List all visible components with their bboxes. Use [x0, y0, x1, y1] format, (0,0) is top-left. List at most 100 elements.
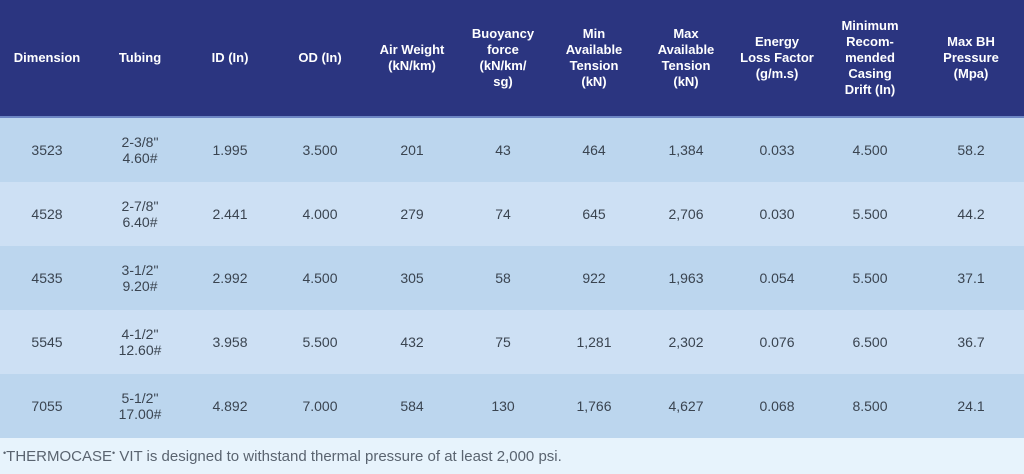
cell-id: 2.992: [186, 246, 274, 310]
cell-casing-drift: 5.500: [822, 246, 918, 310]
cell-air-weight: 305: [366, 246, 458, 310]
header-text: Loss Factor: [740, 50, 814, 65]
cell-casing-drift: 6.500: [822, 310, 918, 374]
cell-max-tension: 1,963: [640, 246, 732, 310]
cell-dimension: 7055: [0, 374, 94, 438]
header-text: Recom-: [846, 34, 894, 49]
tubing-weight: 6.40#: [122, 214, 158, 230]
header-text: (g/m.s): [755, 66, 799, 81]
cell-id: 2.441: [186, 182, 274, 246]
tubing-size: 5-1/2": [121, 390, 159, 406]
cell-od: 5.500: [274, 310, 366, 374]
cell-energy-loss: 0.054: [732, 246, 822, 310]
cell-buoyancy: 75: [458, 310, 548, 374]
cell-id: 1.995: [186, 117, 274, 182]
header-energy-loss: Energy Loss Factor (g/m.s): [732, 0, 822, 118]
footnote: •THERMOCASE• VIT is designed to withstan…: [0, 438, 1024, 472]
cell-air-weight: 584: [366, 374, 458, 438]
tubing-size: 2-3/8": [121, 134, 159, 150]
header-text: Tension: [661, 58, 711, 73]
cell-dimension: 4535: [0, 246, 94, 310]
table-row: 7055 5-1/2" 17.00# 4.892 7.000 584 130 1,…: [0, 374, 1024, 438]
header-text: (kN): [673, 74, 699, 89]
cell-buoyancy: 58: [458, 246, 548, 310]
header-text: Max BH: [947, 34, 995, 49]
table-row: 3523 2-3/8" 4.60# 1.995 3.500 201 43 464 …: [0, 117, 1024, 182]
cell-min-tension: 1,766: [548, 374, 640, 438]
header-od: OD (In): [274, 0, 366, 118]
cell-dimension: 5545: [0, 310, 94, 374]
table-row: 4535 3-1/2" 9.20# 2.992 4.500 305 58 922 …: [0, 246, 1024, 310]
header-text: force: [487, 42, 519, 57]
header-text: sg): [493, 74, 513, 89]
trademark-mark: •: [112, 448, 116, 458]
cell-max-tension: 2,302: [640, 310, 732, 374]
header-text: (Mpa): [953, 66, 989, 81]
cell-od: 7.000: [274, 374, 366, 438]
cell-tubing: 4-1/2" 12.60#: [94, 310, 186, 374]
footnote-text: VIT is designed to withstand thermal pre…: [115, 448, 562, 465]
header-text: (kN/km/: [479, 58, 527, 73]
header-text: Energy: [754, 34, 800, 49]
header-text: Drift (In): [844, 82, 896, 97]
header-text: Buoyancy: [471, 26, 535, 41]
header-text: Casing: [848, 66, 892, 81]
header-casing-drift: Minimum Recom- mended Casing Drift (In): [822, 0, 918, 118]
header-text: Available: [565, 42, 623, 57]
cell-min-tension: 645: [548, 182, 640, 246]
cell-min-tension: 464: [548, 117, 640, 182]
header-max-bh-pressure: Max BH Pressure (Mpa): [918, 0, 1024, 118]
header-max-tension: Max Available Tension (kN): [640, 0, 732, 118]
cell-max-bh-pressure: 58.2: [918, 117, 1024, 182]
cell-max-bh-pressure: 24.1: [918, 374, 1024, 438]
cell-casing-drift: 5.500: [822, 182, 918, 246]
tubing-weight: 12.60#: [118, 342, 162, 358]
cell-air-weight: 279: [366, 182, 458, 246]
cell-casing-drift: 4.500: [822, 117, 918, 182]
cell-tubing: 3-1/2" 9.20#: [94, 246, 186, 310]
cell-casing-drift: 8.500: [822, 374, 918, 438]
table-row: 5545 4-1/2" 12.60# 3.958 5.500 432 75 1,2…: [0, 310, 1024, 374]
cell-buoyancy: 130: [458, 374, 548, 438]
header-text: Tension: [569, 58, 619, 73]
header-text: Air Weight: [379, 42, 445, 57]
header-text: Pressure: [943, 50, 999, 65]
footnote-brand: THERMOCASE: [6, 448, 112, 465]
cell-dimension: 4528: [0, 182, 94, 246]
cell-air-weight: 201: [366, 117, 458, 182]
header-text: Minimum: [841, 18, 899, 33]
table-row: 4528 2-7/8" 6.40# 2.441 4.000 279 74 645 …: [0, 182, 1024, 246]
cell-id: 3.958: [186, 310, 274, 374]
cell-tubing: 2-7/8" 6.40#: [94, 182, 186, 246]
cell-max-tension: 4,627: [640, 374, 732, 438]
cell-air-weight: 432: [366, 310, 458, 374]
header-row: Dimension Tubing ID (In) OD (In) Air Wei…: [0, 0, 1024, 118]
cell-energy-loss: 0.068: [732, 374, 822, 438]
cell-dimension: 3523: [0, 117, 94, 182]
cell-min-tension: 1,281: [548, 310, 640, 374]
tubing-size: 4-1/2": [121, 326, 159, 342]
tubing-weight: 4.60#: [122, 150, 158, 166]
cell-od: 3.500: [274, 117, 366, 182]
cell-energy-loss: 0.033: [732, 117, 822, 182]
header-text: Min: [582, 26, 606, 41]
tubing-size: 3-1/2": [121, 262, 159, 278]
header-tubing: Tubing: [94, 0, 186, 118]
header-dimension: Dimension: [0, 0, 94, 118]
header-text: (kN/km): [388, 58, 436, 73]
cell-max-tension: 1,384: [640, 117, 732, 182]
tubing-size: 2-7/8": [121, 198, 159, 214]
header-text: OD (In): [298, 50, 342, 65]
header-text: Max: [673, 26, 699, 41]
cell-buoyancy: 74: [458, 182, 548, 246]
header-air-weight: Air Weight (kN/km): [366, 0, 458, 118]
tubing-weight: 9.20#: [122, 278, 158, 294]
header-buoyancy-force: Buoyancy force (kN/km/ sg): [458, 0, 548, 118]
header-text: mended: [845, 50, 895, 65]
cell-buoyancy: 43: [458, 117, 548, 182]
cell-max-tension: 2,706: [640, 182, 732, 246]
cell-energy-loss: 0.030: [732, 182, 822, 246]
tubing-weight: 17.00#: [118, 406, 162, 422]
cell-od: 4.500: [274, 246, 366, 310]
cell-tubing: 2-3/8" 4.60#: [94, 117, 186, 182]
